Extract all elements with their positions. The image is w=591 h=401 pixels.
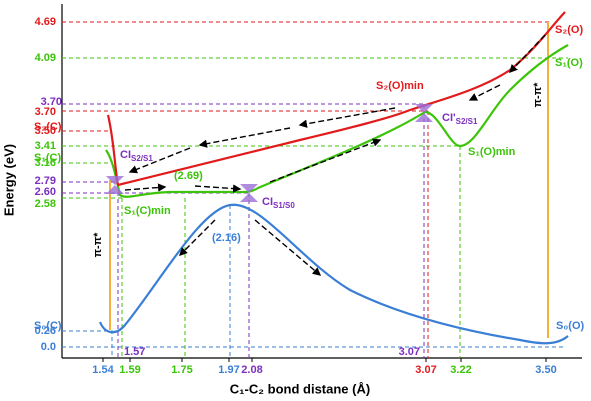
y-label: 3.70	[35, 106, 56, 118]
x-label: 2.08	[241, 364, 262, 376]
s1-curve	[105, 44, 569, 198]
curve-label-text: S₁(C)	[34, 152, 61, 164]
y-label: 0.0	[41, 341, 56, 353]
x-inner-label: 1.57	[124, 346, 145, 358]
curve-label: (2.16)	[212, 232, 241, 244]
curve-label-text: S₂(O)min	[376, 80, 424, 92]
curve-label-text: S₁(O)min	[468, 146, 516, 158]
curve-label: CIS1/S0	[262, 196, 295, 210]
curve-label: (2.69)	[174, 170, 203, 182]
x-label: 1.75	[171, 364, 192, 376]
curve-label-text: CI'	[442, 112, 456, 124]
x-label: 1.54	[92, 364, 114, 376]
curve-label-text: S₁(O)	[555, 57, 583, 69]
excitation-label: π-π*	[92, 232, 104, 258]
curve-label-sub: S2/S1	[456, 117, 478, 126]
axes	[61, 4, 582, 359]
curve-label: S₁(C)min	[124, 205, 171, 217]
y-label: 3.70	[41, 96, 62, 108]
curve-label-text: S₀(O)	[556, 320, 585, 332]
curve-label: S₂(C)	[34, 121, 62, 133]
curve-label-text: CI	[120, 149, 131, 161]
curve-label: CI'S2/S1	[442, 112, 478, 126]
s2-curve	[106, 11, 566, 187]
curve-label: S₁(O)min	[468, 146, 516, 158]
curve-label-text: S₂(C)	[34, 121, 62, 133]
y-label: 2.60	[35, 186, 56, 198]
y-label: 3.50	[35, 125, 56, 137]
x-axis-title: C₁-C₂ bond distane (Å)	[230, 381, 370, 396]
curve-label-sub: S1/S0	[273, 201, 295, 210]
s0-curve	[98, 203, 569, 345]
y-axis-title: Energy (eV)	[1, 144, 16, 216]
y-label: 3.16	[35, 157, 56, 169]
x-label: 1.97	[218, 364, 239, 376]
curve-label: S₀(O)	[556, 320, 585, 332]
curve-label: CIS2/S1	[120, 149, 153, 163]
x-label: 3.07	[415, 364, 436, 376]
x-label: 3.22	[450, 364, 471, 376]
curve-label-text: S₁(C)min	[124, 205, 171, 217]
excitations	[109, 22, 549, 338]
curve-label-text: (2.16)	[212, 232, 241, 244]
cone-intersections	[106, 104, 433, 202]
x-inner-label: 3.07	[399, 346, 420, 358]
curve-label: S₁(C)	[34, 152, 61, 164]
y-label: 2.79	[35, 175, 56, 187]
guide-lines	[62, 21, 568, 358]
curve-label-text: S₀(C)	[34, 320, 62, 332]
curves	[98, 11, 569, 345]
curve-label-sub: S2/S1	[131, 154, 153, 163]
curve-label-text: S₂(O)	[555, 24, 583, 36]
y-label: 3.41	[35, 140, 56, 152]
curve-label-text: CI	[262, 196, 273, 208]
curve-label: S₀(C)	[34, 320, 62, 332]
y-label: 2.58	[35, 198, 56, 210]
curve-label: S₂(O)	[555, 24, 583, 36]
x-label: 3.50	[535, 364, 556, 376]
curve-label: S₂(O)min	[376, 80, 424, 92]
curve-label-text: (2.69)	[174, 170, 203, 182]
curve-label: S₁(O)	[555, 57, 583, 69]
excitation-label: π-π*	[532, 82, 544, 108]
y-label: 4.69	[35, 16, 56, 28]
y-label: 0.26	[35, 325, 56, 337]
x-label: 1.59	[119, 364, 140, 376]
path-arrows	[124, 34, 546, 276]
y-label: 4.09	[35, 52, 56, 64]
